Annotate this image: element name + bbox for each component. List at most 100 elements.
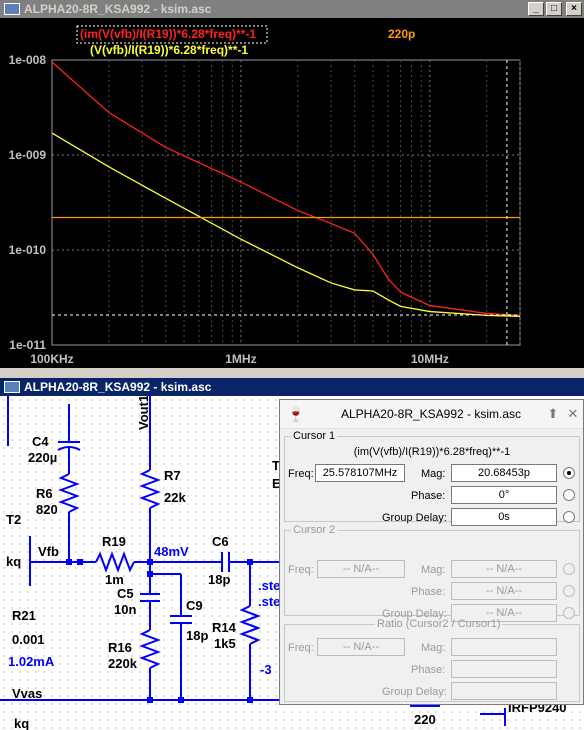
- cursor1-legend: Cursor 1: [293, 430, 336, 442]
- label-r7-value[interactable]: 22k: [164, 490, 186, 505]
- label-c4[interactable]: C4: [32, 434, 49, 449]
- label-r21[interactable]: R21: [12, 608, 36, 623]
- y-tick-label-0: 1e-008: [9, 53, 47, 67]
- label-t2[interactable]: T2: [6, 512, 22, 527]
- label-c9-value[interactable]: 18p: [186, 628, 209, 643]
- label-c9[interactable]: C9: [186, 598, 203, 613]
- label-48mv[interactable]: 48mV: [154, 544, 189, 559]
- series-line-0: [51, 61, 521, 317]
- ratio-freq-label: Freq:: [288, 642, 314, 654]
- label-c5[interactable]: C5: [117, 586, 134, 601]
- schematic-icon: [4, 381, 20, 393]
- label-c5-value[interactable]: 10n: [114, 602, 137, 617]
- label-kq-2[interactable]: kq: [14, 716, 30, 730]
- cursor2-phase-label: Phase:: [411, 586, 446, 598]
- ltspice-waveform-icon: [4, 3, 20, 15]
- trace-label-yellow: (V(vfb)/I(R19))*6.28*freq)**-1: [90, 43, 248, 57]
- waveform-plot[interactable]: 1e-008 1e-009 1e-010 1e-011 100KHz 1MHz 10MHz (…: [0, 18, 584, 368]
- y-tick-label-1: 1e-009: [9, 148, 47, 162]
- cursor1-group-delay-field[interactable]: 0s: [451, 508, 557, 526]
- cursor2-phase-radio[interactable]: [563, 585, 575, 597]
- label-ste-2[interactable]: .ste: [258, 594, 281, 609]
- cursor2-group-delay-label: Group Delay:: [382, 608, 447, 620]
- label-kq[interactable]: kq: [6, 554, 22, 569]
- cursor1-phase-label: Phase:: [411, 490, 446, 502]
- cursor2-phase-field[interactable]: -- N/A--: [451, 582, 557, 600]
- plot-window-titlebar[interactable]: ALPHA20-8R_KSA992 - ksim.asc _ □ ×: [0, 0, 584, 18]
- ratio-phase-field[interactable]: [451, 660, 557, 678]
- cursor1-group: Cursor 1 (im(V(vfb)/I(R19))*6.28*freq)**…: [284, 430, 580, 526]
- schematic-window-titlebar[interactable]: ALPHA20-8R_KSA992 - ksim.asc: [0, 378, 584, 396]
- plot-frame: [51, 59, 521, 346]
- label-r16[interactable]: R16: [108, 640, 132, 655]
- x-tick-label-1: 1MHz: [225, 352, 256, 366]
- cursor-dialog[interactable]: 🍷 ALPHA20-8R_KSA992 - ksim.asc ⬆ ✕ Curso…: [279, 399, 584, 705]
- cursor-dialog-title: ALPHA20-8R_KSA992 - ksim.asc: [340, 407, 522, 421]
- label-vvas[interactable]: Vvas: [12, 686, 43, 701]
- trace-label-selection-box: [76, 25, 268, 44]
- ratio-group-delay-label: Group Delay:: [382, 686, 447, 698]
- ratio-legend: Ratio (Cursor2 / Cursor1): [377, 618, 501, 630]
- label-ste-1[interactable]: .ste: [258, 578, 281, 593]
- label-c6[interactable]: C6: [212, 534, 229, 549]
- maximize-button[interactable]: □: [546, 2, 562, 16]
- wine-glass-icon: 🍷: [287, 405, 305, 422]
- cursor2-legend: Cursor 2: [293, 524, 336, 536]
- schematic-wires: [0, 396, 506, 726]
- series-line-1: [51, 132, 521, 318]
- label-r19[interactable]: R19: [102, 534, 126, 549]
- cursor2-group: Cursor 2 Freq: -- N/A-- Mag: -- N/A-- Ph…: [284, 524, 580, 622]
- label-vout1[interactable]: Vout1: [136, 396, 151, 430]
- cursor1-expression: (im(V(vfb)/I(R19))*6.28*freq)**-1: [353, 446, 511, 458]
- label-r21-value[interactable]: 0.001: [12, 632, 45, 647]
- cursor2-mag-label: Mag:: [421, 564, 446, 576]
- label-220[interactable]: 220: [414, 712, 436, 727]
- cursor2-group-delay-field[interactable]: -- N/A--: [451, 604, 557, 622]
- label-r19-value[interactable]: 1m: [105, 572, 124, 587]
- ratio-phase-label: Phase:: [411, 664, 446, 676]
- ratio-mag-label: Mag:: [421, 642, 446, 654]
- close-button[interactable]: ×: [566, 2, 582, 16]
- y-tick-label-3: 1e-011: [9, 338, 46, 352]
- trace-label-red: (im(V(vfb)/I(R19))*6.28*freq)**-1: [80, 27, 256, 41]
- ratio-mag-field[interactable]: [451, 638, 557, 656]
- cursor1-mag-label: Mag:: [421, 468, 446, 480]
- ratio-group: Ratio (Cursor2 / Cursor1) Freq: -- N/A--…: [284, 618, 580, 702]
- minimize-button[interactable]: _: [528, 2, 544, 16]
- label-r6[interactable]: R6: [36, 486, 53, 501]
- cursor2-freq-label: Freq:: [288, 564, 314, 576]
- cursor1-mag-field[interactable]: 20.68453p: [451, 464, 557, 482]
- plot-window-title: ALPHA20-8R_KSA992 - ksim.asc: [24, 2, 212, 16]
- label-r14-value[interactable]: 1k5: [214, 636, 236, 651]
- label-r7[interactable]: R7: [164, 468, 181, 483]
- label-r6-value[interactable]: 820: [36, 502, 58, 517]
- label-e[interactable]: E: [272, 476, 281, 491]
- ratio-group-delay-field[interactable]: [451, 682, 557, 700]
- cursor2-mag-field[interactable]: -- N/A--: [451, 560, 557, 578]
- label-t[interactable]: T: [272, 458, 280, 473]
- cursor1-group-delay-label: Group Delay:: [382, 512, 447, 524]
- label-1-02ma[interactable]: 1.02mA: [8, 654, 55, 669]
- schematic-window-title: ALPHA20-8R_KSA992 - ksim.asc: [24, 380, 212, 394]
- label-vfb[interactable]: Vfb: [38, 544, 59, 559]
- cursor1-group-delay-radio[interactable]: [563, 511, 575, 523]
- cursor2-mag-radio[interactable]: [563, 563, 575, 575]
- trace-label-orange: 220p: [388, 27, 415, 41]
- cursor1-mag-radio[interactable]: [563, 467, 575, 479]
- label-minus-3[interactable]: -3: [260, 662, 272, 677]
- cursor-dialog-titlebar[interactable]: 🍷 ALPHA20-8R_KSA992 - ksim.asc ⬆ ✕: [280, 400, 583, 429]
- close-icon[interactable]: ✕: [567, 406, 579, 421]
- x-tick-label-0: 100KHz: [30, 352, 73, 366]
- cursor1-phase-field[interactable]: 0°: [451, 486, 557, 504]
- cursor1-freq-field[interactable]: 25.578107MHz: [315, 464, 405, 482]
- x-tick-label-2: 10MHz: [411, 352, 449, 366]
- label-r14[interactable]: R14: [212, 620, 236, 635]
- label-c6-value[interactable]: 18p: [208, 572, 231, 587]
- cursor2-freq-field[interactable]: -- N/A--: [317, 560, 405, 578]
- label-r16-value[interactable]: 220k: [108, 656, 137, 671]
- pin-icon[interactable]: ⬆: [547, 406, 559, 421]
- ratio-freq-field[interactable]: -- N/A--: [317, 638, 405, 656]
- label-c4-value[interactable]: 220µ: [28, 450, 58, 465]
- cursor1-phase-radio[interactable]: [563, 489, 575, 501]
